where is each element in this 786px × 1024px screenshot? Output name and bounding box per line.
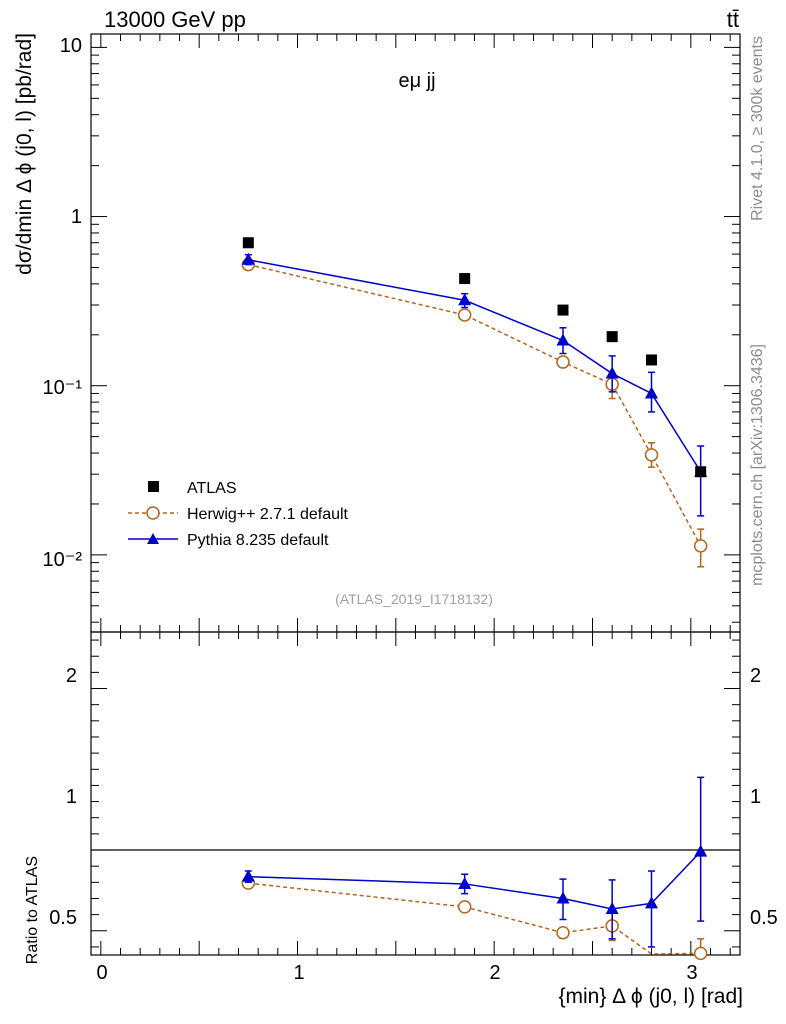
ratio-y-axis-label: Ratio to ATLAS [24,856,41,964]
ratio-pythia-point [556,891,570,904]
atlas-point [459,273,471,285]
x-axis-label: {min} Δ ϕ (j0, l) [rad] [558,985,743,1008]
legend-pythia-marker [147,533,159,544]
main-panel: 10 1 10⁻¹ 10⁻² dσ/dmin Δ ϕ (j0, l) [pb/r… [13,33,741,633]
ratio-herwig-line [248,882,701,955]
legend-herwig-label: Herwig++ 2.7.1 default [187,506,349,523]
ratio-herwig-point [693,946,708,961]
atlas-point [242,237,254,249]
ratio-ytick-label-2-left: 2 [66,665,77,687]
ratio-ytick-label-0.5-left: 0.5 [49,907,77,929]
main-ytick-label-1: 1 [71,206,82,228]
process-label: tt̄ [727,7,739,32]
pythia-point [556,333,570,346]
main-ytick-label-0.01: 10⁻² [43,549,83,571]
rivet-version-label: Rivet 4.1.0, ≥ 300k events [749,36,766,221]
ratio-pythia-point [694,844,708,857]
pythia-point [605,366,619,379]
main-series-layer [241,237,708,568]
atlas-point [695,466,707,478]
mcplots-label: mcplots.cern.ch [arXiv:1306.3436] [749,344,766,586]
legend: ATLAS Herwig++ 2.7.1 default Pythia 8.23… [128,480,349,549]
ratio-ytick-label-1-right: 1 [750,786,761,808]
ratio-pythia-point [605,901,619,914]
atlas-point [646,354,657,366]
herwig-point [693,539,708,553]
pythia-point [645,386,658,399]
ratio-axis-ticks [91,632,740,955]
energy-label: 13000 GeV pp [104,7,246,32]
ratio-panel-frame [90,631,741,956]
legend-atlas-label: ATLAS [187,480,237,497]
main-axis-ticks [91,34,740,632]
channel-label: eμ jj [398,70,435,92]
ratio-ytick-label-2-right: 2 [750,665,761,687]
ratio-panel: 2 1 0.5 2 1 0.5 Ratio to ATLAS 0 1 2 3 {… [24,631,778,1008]
main-y-axis-label: dσ/dmin Δ ϕ (j0, l) [pb/rad] [13,33,36,275]
pythia-point [241,252,255,265]
ratio-pythia-point [458,876,472,889]
main-ytick-label-0.1: 10⁻¹ [43,377,83,399]
ratio-ytick-label-1-left: 1 [66,786,77,808]
herwig-line [248,263,702,547]
herwig-point [644,448,659,462]
legend-herwig-marker [146,506,160,520]
ratio-pythia-point [645,896,658,909]
xtick-label-3: 3 [686,962,697,984]
legend-pythia-label: Pythia 8.235 default [187,532,329,549]
ratio-series-layer [241,776,708,961]
ratio-pythia-point [241,869,255,882]
ratio-herwig-point [457,900,472,914]
herwig-point [556,355,570,369]
main-ytick-label-10: 10 [60,35,82,57]
xtick-label-2: 2 [489,962,500,984]
xtick-label-0: 0 [96,962,107,984]
atlas-point [557,304,569,316]
xtick-label-1: 1 [293,962,304,984]
ratio-pythia-line [248,851,702,910]
atlas-point [606,331,618,343]
herwig-point [457,308,472,322]
analysis-watermark: (ATLAS_2019_I1718132) [335,591,493,607]
legend-atlas-marker [148,481,159,492]
ratio-herwig-point [556,925,570,940]
pythia-point [458,293,472,306]
ratio-ytick-label-0.5-right: 0.5 [750,907,778,929]
pythia-line [248,259,702,473]
